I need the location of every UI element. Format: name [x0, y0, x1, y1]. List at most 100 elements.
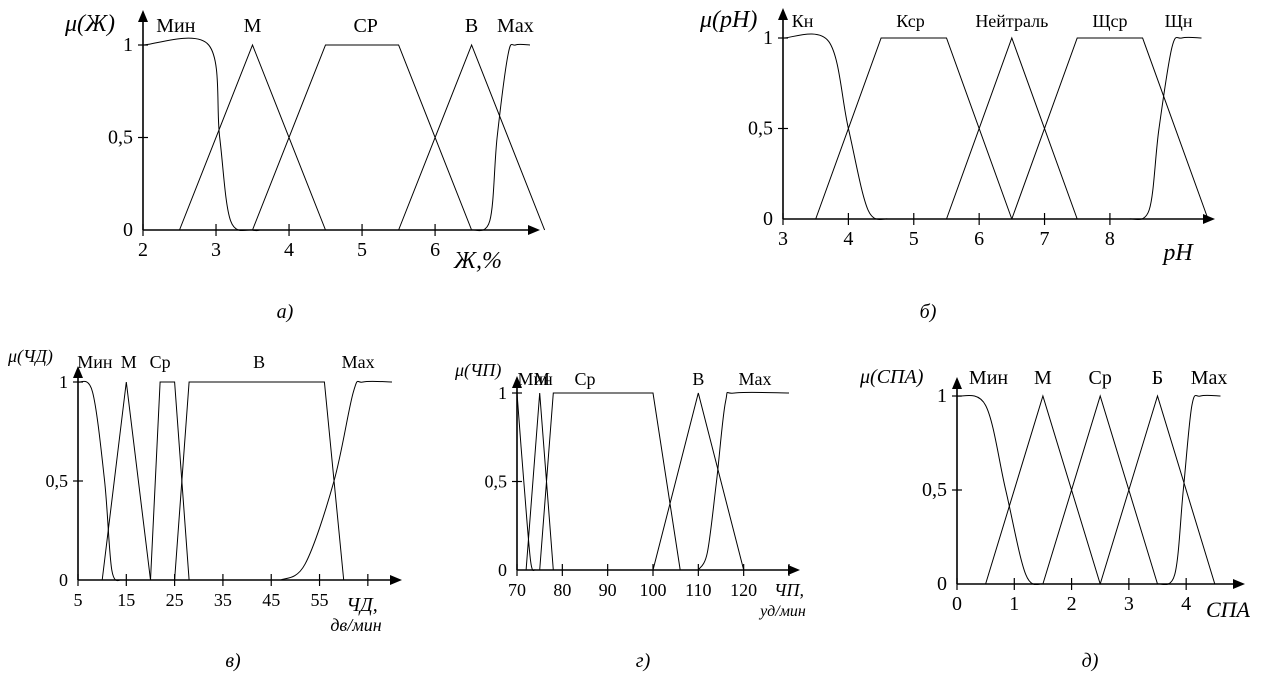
term-label: Щср: [1092, 11, 1127, 31]
term-label: В: [253, 352, 265, 372]
x-axis-arrow: [788, 565, 800, 575]
term-label: Кн: [792, 11, 814, 31]
y-tick-label: 1: [123, 34, 133, 56]
membership-Щср: [1011, 37, 1209, 220]
membership-Мин: [516, 392, 536, 572]
x-tick-label: 3: [211, 239, 221, 261]
x-tick-label: 90: [599, 580, 617, 600]
membership-Мин: [956, 394, 1044, 586]
x-tick-label: 35: [214, 590, 232, 610]
term-label: Max: [342, 352, 375, 372]
y-tick-label: 0,5: [108, 127, 133, 149]
x-tick-label: 25: [166, 590, 184, 610]
term-label: Мин: [517, 369, 553, 389]
y-axis-title: μ(Ж): [64, 11, 115, 37]
term-label: Щн: [1165, 11, 1193, 31]
x-tick-label: 2: [138, 239, 148, 261]
membership-В: [174, 381, 345, 581]
y-axis-arrow: [512, 376, 522, 388]
term-label: Кср: [896, 11, 925, 31]
x-tick-label: 45: [262, 590, 280, 610]
term-label: Б: [1152, 367, 1163, 389]
x-axis-title: СПА: [1206, 597, 1251, 622]
x-axis-title: ЧД,: [346, 594, 378, 616]
term-label: Max: [497, 15, 534, 37]
x-axis-title: ЧП,: [774, 580, 804, 600]
term-label: М: [121, 352, 137, 372]
membership-М: [525, 392, 554, 571]
membership-М: [985, 394, 1101, 585]
membership-Max: [1157, 394, 1221, 586]
membership-Max: [280, 380, 393, 581]
x-tick-label: 4: [1181, 593, 1191, 615]
x-axis-arrow: [1233, 579, 1245, 589]
x-axis-arrow: [1203, 214, 1215, 224]
membership-Кср: [815, 37, 1013, 220]
membership-СР: [252, 44, 473, 231]
term-label: Мин: [156, 15, 195, 37]
x-axis-arrow: [528, 225, 540, 235]
membership-Мин: [142, 37, 260, 232]
term-label: Ср: [574, 369, 595, 389]
membership-Б: [1099, 394, 1216, 585]
y-axis-title: μ(СПА): [859, 366, 924, 388]
x-tick-label: 6: [974, 228, 984, 250]
x-tick-label: 4: [284, 239, 294, 261]
x-tick-label: 4: [843, 228, 853, 250]
x-tick-label: 0: [952, 593, 962, 615]
chart-caption: д): [1082, 650, 1099, 672]
chart-caption: г): [636, 650, 651, 672]
y-tick-label: 0,5: [485, 472, 508, 492]
chart-3: 5 15 25 35 45 55 0 0,5 1 μ(ЧД) ЧД,дв/мин Мин М Ср В Max…: [7, 346, 402, 672]
term-label: М: [244, 15, 262, 37]
membership-М: [179, 43, 326, 231]
y-tick-label: 0,5: [922, 479, 947, 501]
membership-Ср: [1042, 394, 1158, 585]
membership-Нейтраль: [946, 36, 1078, 220]
x-tick-label: 6: [430, 239, 440, 261]
x-tick-label: 80: [553, 580, 571, 600]
membership-Кн: [782, 33, 888, 221]
x-tick-label: 5: [357, 239, 367, 261]
x-tick-label: 5: [909, 228, 919, 250]
chart-caption: в): [225, 650, 241, 672]
x-tick-label: 1: [1009, 593, 1019, 615]
y-axis-title: μ(ЧП): [454, 360, 501, 381]
y-tick-label: 0,5: [46, 471, 69, 491]
term-label: Max: [1191, 367, 1228, 389]
y-tick-label: 0,5: [748, 118, 773, 140]
membership-Ср: [150, 381, 190, 581]
x-tick-label: 7: [1040, 228, 1050, 250]
term-label: Ср: [1089, 367, 1112, 389]
chart-5: 0 1 2 3 4 0 0,5 1 μ(СПА) СПА Мин М Ср Б Max д): [859, 366, 1251, 672]
x-tick-label: 110: [685, 580, 711, 600]
membership-Max: [697, 391, 790, 571]
y-tick-label: 1: [937, 385, 947, 407]
membership-Max: [471, 43, 531, 232]
y-axis-title: μ(ЧД): [7, 346, 53, 367]
chart-1: 2 3 4 5 6 0 0,5 1 μ(Ж) Ж,% Мин М СР В Max а): [64, 10, 546, 323]
x-tick-label: 120: [730, 580, 757, 600]
x-axis-unit: дв/мин: [330, 615, 381, 635]
term-label: СР: [353, 15, 377, 37]
x-tick-label: 70: [508, 580, 526, 600]
y-axis-arrow: [778, 8, 788, 20]
membership-Ср: [539, 392, 681, 571]
y-tick-label: 0: [59, 570, 68, 590]
x-axis-title: Ж,%: [453, 248, 502, 274]
y-axis-arrow: [952, 377, 962, 389]
y-tick-label: 1: [498, 383, 507, 403]
term-label: Мин: [969, 367, 1008, 389]
x-tick-label: 15: [117, 590, 135, 610]
x-tick-label: 5: [74, 590, 83, 610]
y-axis-arrow: [73, 366, 83, 378]
term-label: Нейтраль: [975, 11, 1048, 31]
y-tick-label: 0: [937, 573, 947, 595]
term-label: М: [534, 369, 550, 389]
x-axis-unit: уд/мин: [758, 603, 806, 620]
x-tick-label: 100: [640, 580, 667, 600]
y-axis-arrow: [138, 10, 148, 22]
term-label: В: [465, 15, 478, 37]
chart-caption: а): [277, 301, 294, 323]
